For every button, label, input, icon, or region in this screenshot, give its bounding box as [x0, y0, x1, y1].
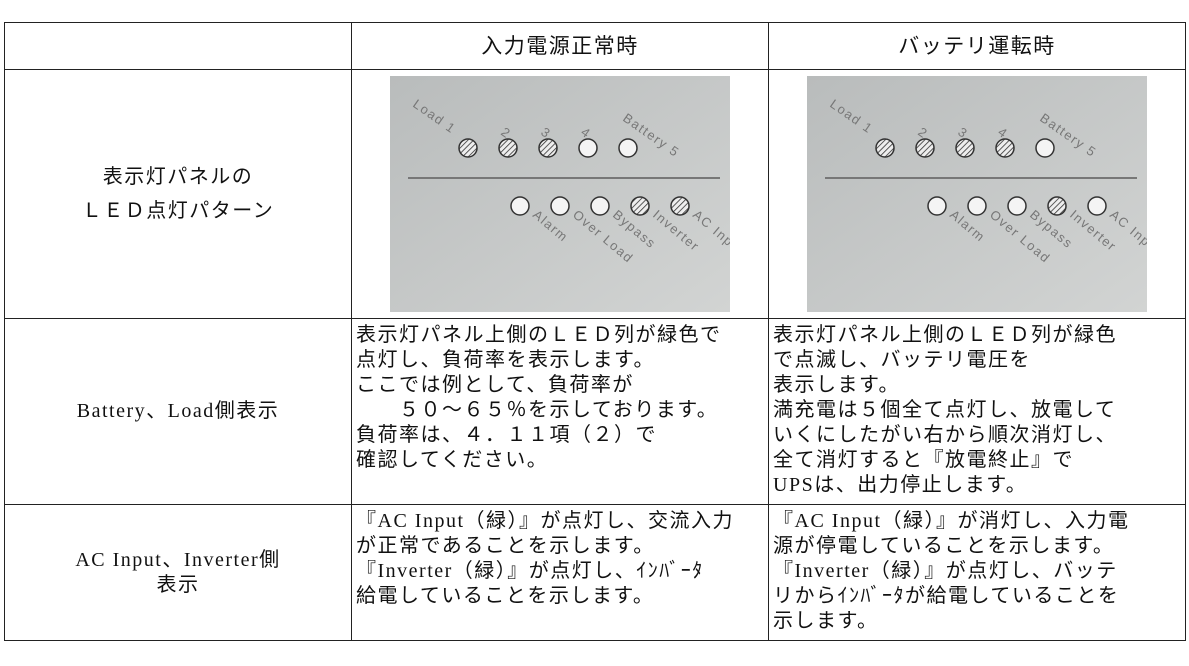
text-line: 『AC Input（緑）』が点灯し、交流入力: [356, 510, 734, 532]
text-cell: 『AC Input（緑）』が点灯し、交流入力 が正常であることを示します。『Inv…: [351, 504, 769, 641]
panel-face: [807, 76, 1147, 312]
label-line: Battery、Load側表示: [76, 400, 280, 422]
row-label: AC Input、Inverter側 表示: [4, 504, 352, 641]
text-line: 源が停電していることを示します。: [773, 535, 1115, 557]
row-label: 表示灯パネルの ＬＥＤ点灯パターン: [4, 69, 352, 319]
header-cell: 入力電源正常時: [351, 22, 769, 70]
led: [967, 196, 987, 216]
text-line: 示します。: [773, 610, 879, 632]
label-line: 表示: [156, 573, 200, 596]
panel-face: [390, 76, 730, 312]
text-cell: 表示灯パネル上側のＬＥＤ列が緑色で 点灯し、負荷率を表示します。 ここでは例として、…: [351, 318, 769, 505]
header-cell: バッテリ運転時: [768, 22, 1186, 70]
text-line: 全て消灯すると『放電終止』で: [773, 449, 1074, 471]
text-cell: 表示灯パネル上側のＬＥＤ列が緑色 で点滅し、バッテリ電圧を 表示します。満充電は５個…: [768, 318, 1186, 505]
led: [995, 138, 1015, 158]
led: [590, 196, 610, 216]
text-cell: 『AC Input（緑）』が消灯し、入力電 源が停電していることを示します。 『In…: [768, 504, 1186, 641]
led: [578, 138, 598, 158]
text-line: ５０～６５％を示しております。: [356, 399, 719, 421]
text-line: 『Inverter（緑）』が点灯し、バッテ: [773, 560, 1118, 582]
led: [955, 138, 975, 158]
text-line: 『AC Input（緑）』が消灯し、入力電: [773, 510, 1130, 532]
text-line: いくにしたがい右から順次消灯し、: [773, 424, 1117, 446]
led: [630, 196, 650, 216]
led: [1035, 138, 1055, 158]
label-line: 表示灯パネルの: [102, 166, 254, 188]
text-line: 表示灯パネル上側のＬＥＤ列が緑色で: [356, 324, 722, 346]
panel-row: 表示灯パネルの ＬＥＤ点灯パターン Load 1 2 3 4 Battery 5 Alarm…: [4, 69, 1186, 319]
text-line: 『Inverter（緑）』が点灯し、ｲﾝﾊﾞｰﾀ: [356, 560, 704, 582]
led: [618, 138, 638, 158]
led: [510, 196, 530, 216]
led: [1087, 196, 1107, 216]
text-line: 点灯し、負荷率を表示します。: [356, 349, 655, 371]
input-row: AC Input、Inverter側 表示 『AC Input（緑）』が点灯し、交…: [4, 504, 1186, 641]
text-line: 負荷率は、４．１１項（２）で: [356, 424, 657, 446]
text-line: で点滅し、バッテリ電圧を: [773, 349, 1031, 371]
label-line: ＬＥＤ点灯パターン: [81, 200, 275, 222]
panel-cell: Load 1 2 3 4 Battery 5 Alarm Over Load Bypass In…: [768, 69, 1186, 319]
led: [915, 138, 935, 158]
text-line: 確認してください。: [356, 449, 549, 471]
text-line: UPSは、出力停止します。: [773, 474, 1028, 496]
led: [550, 196, 570, 216]
battery-row: Battery、Load側表示 表示灯パネル上側のＬＥＤ列が緑色で 点灯し、負荷率…: [4, 318, 1186, 505]
header-row: 入力電源正常時 バッテリ運転時: [4, 22, 1186, 70]
led: [1047, 196, 1067, 216]
led: [458, 138, 478, 158]
led: [670, 196, 690, 216]
text-line: 給電していることを示します。: [356, 585, 655, 607]
led: [875, 138, 895, 158]
text-line: リからｲﾝﾊﾞｰﾀが給電していることを: [773, 585, 1120, 607]
text-line: 満充電は５個全て点灯し、放電して: [773, 399, 1117, 421]
led: [538, 138, 558, 158]
led: [927, 196, 947, 216]
panel-cell: Load 1 2 3 4 Battery 5 Alarm Over Load Bypass In…: [351, 69, 769, 319]
text-line: 表示灯パネル上側のＬＥＤ列が緑色: [773, 324, 1117, 346]
row-label: Battery、Load側表示: [4, 318, 352, 505]
header-blank: [4, 22, 352, 70]
text-line: 表示します。: [773, 374, 900, 396]
text-line: ここでは例として、負荷率が: [356, 374, 634, 396]
label-line: AC Input、Inverter側: [75, 548, 281, 571]
led: [498, 138, 518, 158]
text-line: が正常であることを示します。: [356, 535, 655, 557]
led: [1007, 196, 1027, 216]
